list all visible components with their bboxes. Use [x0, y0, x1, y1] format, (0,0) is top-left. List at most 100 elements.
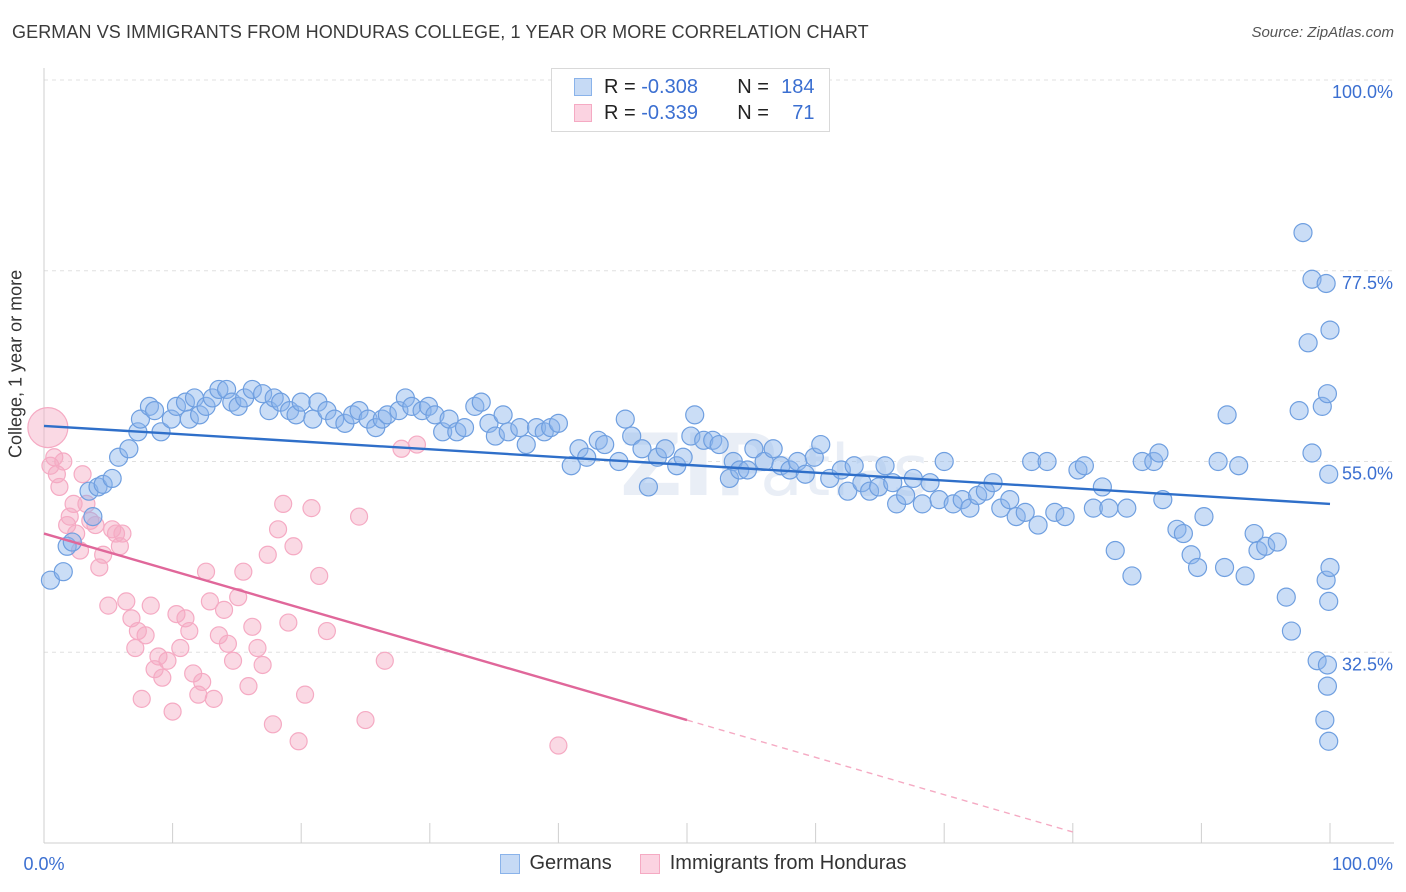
honduras-point [167, 604, 186, 624]
german-point [1006, 507, 1026, 527]
german-point [1045, 502, 1065, 522]
honduras-point [407, 435, 427, 454]
y-axis-label: College, 1 year or more [5, 269, 26, 458]
honduras-point [549, 736, 568, 755]
legend-item-honduras[interactable]: Immigrants from Honduras [639, 852, 907, 875]
german-point [1173, 523, 1193, 544]
german-point [681, 426, 701, 446]
legend-label-honduras: Immigrants from Honduras [669, 852, 907, 874]
german-point [1208, 451, 1228, 472]
german-point [253, 384, 273, 404]
honduras-point [295, 685, 315, 704]
german-point [912, 494, 932, 514]
legend-n-label: N = [737, 101, 769, 124]
german-point [1235, 566, 1255, 586]
correlation-legend: R = -0.308 N = 184 R = -0.339 N = 71 [551, 68, 830, 132]
german-point [1122, 566, 1142, 586]
german-point [498, 422, 518, 442]
honduras-point [153, 668, 172, 687]
german-point [1037, 451, 1057, 472]
honduras-point [50, 477, 69, 497]
x-tick-label: 0.0% [23, 854, 64, 874]
german-point [844, 456, 864, 476]
german-point [1320, 320, 1340, 340]
german-point [1055, 507, 1075, 527]
german-point [869, 477, 889, 497]
german-point [1217, 405, 1237, 425]
legend-swatch-honduras [639, 853, 660, 874]
legend-n-value: 71 [792, 101, 815, 124]
german-point [1092, 477, 1112, 497]
german-point [811, 434, 831, 455]
honduras-point [223, 651, 243, 670]
german-point [425, 405, 445, 425]
legend-row-germans: R = -0.308 N = 184 [574, 74, 815, 100]
german-point [1289, 401, 1309, 421]
german-point [1316, 273, 1336, 294]
honduras-point [310, 566, 329, 586]
honduras-point [163, 702, 182, 721]
german-point [1028, 515, 1048, 535]
honduras-points [27, 406, 568, 755]
honduras-point [284, 537, 303, 556]
german-point [730, 460, 750, 480]
honduras-point [239, 677, 258, 696]
honduras-point [180, 621, 199, 641]
german-point [795, 464, 815, 484]
german-point [655, 439, 675, 459]
german-point [1316, 570, 1336, 590]
tick-labels: 100.0% 77.5% 55.0% 32.5% 0.0% 100.0% [23, 82, 1393, 874]
honduras-point [218, 634, 237, 653]
honduras-point [302, 499, 321, 518]
honduras-point [113, 524, 132, 543]
honduras-point [141, 596, 160, 615]
german-point [1281, 621, 1302, 641]
axes [43, 68, 1394, 844]
honduras-point [234, 562, 253, 581]
honduras-point [248, 638, 267, 658]
honduras-point [132, 689, 151, 708]
german-point [217, 379, 237, 400]
german-point [1312, 396, 1332, 416]
honduras-point [204, 689, 223, 708]
german-point [1022, 451, 1042, 472]
y-tick-label: 77.5% [1342, 273, 1393, 293]
german-point [471, 392, 491, 412]
german-point [673, 447, 693, 467]
german-point [1319, 464, 1339, 484]
german-point [896, 485, 916, 506]
honduras-point [200, 592, 219, 611]
german-point [1302, 443, 1322, 463]
y-tick-label: 55.0% [1342, 464, 1393, 484]
legend-item-germans[interactable]: Germans [499, 852, 612, 875]
honduras-point [214, 600, 234, 619]
german-point [402, 396, 422, 416]
german-point [1000, 490, 1020, 510]
honduras-point [279, 613, 298, 632]
german-point [1267, 532, 1287, 552]
german-point [1074, 456, 1094, 476]
honduras-trend-extension [686, 719, 1073, 833]
honduras-point [171, 638, 190, 658]
german-point [685, 405, 705, 425]
german-point [615, 409, 635, 429]
german-point [1293, 223, 1313, 243]
german-point [454, 417, 475, 438]
honduras-point [54, 452, 73, 471]
x-tick-label: 100.0% [1332, 854, 1393, 874]
legend-r-label: R = [604, 101, 636, 124]
honduras-point [258, 545, 277, 564]
german-point [929, 490, 949, 510]
honduras-point [158, 651, 177, 670]
german-point [1317, 676, 1338, 696]
german-point [377, 405, 397, 425]
honduras-point [99, 596, 118, 615]
germans-points [40, 223, 1340, 751]
german-point [709, 434, 729, 455]
honduras-point [136, 626, 155, 645]
legend-label-germans: Germans [529, 852, 612, 874]
german-point [1317, 655, 1338, 675]
german-point [144, 401, 165, 421]
german-point [1256, 536, 1276, 556]
